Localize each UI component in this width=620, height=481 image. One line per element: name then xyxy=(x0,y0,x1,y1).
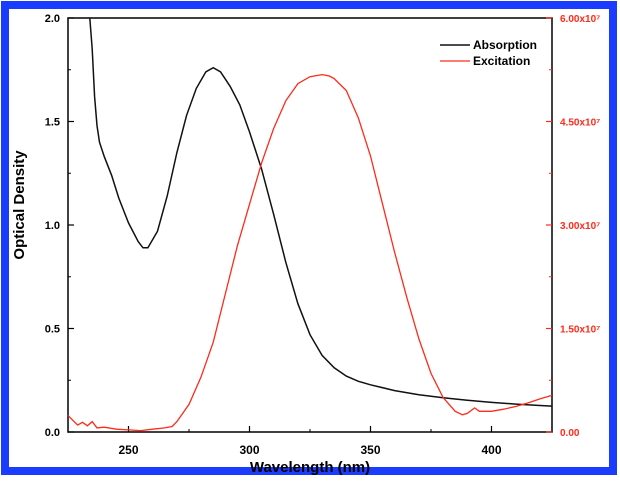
y-left-tick-label: 2.0 xyxy=(45,13,60,25)
x-axis: 250 300 350 400 xyxy=(118,426,553,457)
series-line-absorption xyxy=(89,17,553,407)
x-tick-label: 300 xyxy=(239,443,259,457)
x-tick-label: 250 xyxy=(118,443,138,457)
series-line-excitation xyxy=(67,73,553,432)
y-left-tick-label: 0.5 xyxy=(45,324,60,336)
figure-border xyxy=(1,1,617,475)
x-tick-label: 400 xyxy=(481,443,501,457)
y-right-tick-label: 0.00 xyxy=(560,428,580,439)
legend: Absorption Excitation xyxy=(440,38,537,68)
y-right-tick-label: 4.50x10⁷ xyxy=(560,118,600,129)
y-right-tick-label: 1.50x10⁷ xyxy=(560,325,600,336)
x-axis-title: Wavelength (nm) xyxy=(250,459,370,476)
y-axis-right: 0.00 1.50x10⁷ 3.00x10⁷ 4.50x10⁷ 6.00x10⁷ xyxy=(546,14,600,439)
y-left-tick-label: 1.5 xyxy=(45,117,60,129)
legend-label-absorption: Absorption xyxy=(473,38,537,52)
legend-label-excitation: Excitation xyxy=(473,54,530,68)
y-axis-title-left: Optical Density xyxy=(11,150,28,260)
y-right-tick-label: 3.00x10⁷ xyxy=(560,221,600,232)
y-left-tick-label: 0.0 xyxy=(45,427,60,439)
y-right-tick-label: 6.00x10⁷ xyxy=(560,14,600,25)
x-tick-label: 350 xyxy=(360,443,380,457)
plot-area xyxy=(67,17,553,433)
y-axis-left: 0.0 0.5 1.0 1.5 2.0 xyxy=(45,13,74,439)
y-left-tick-label: 1.0 xyxy=(45,220,60,232)
